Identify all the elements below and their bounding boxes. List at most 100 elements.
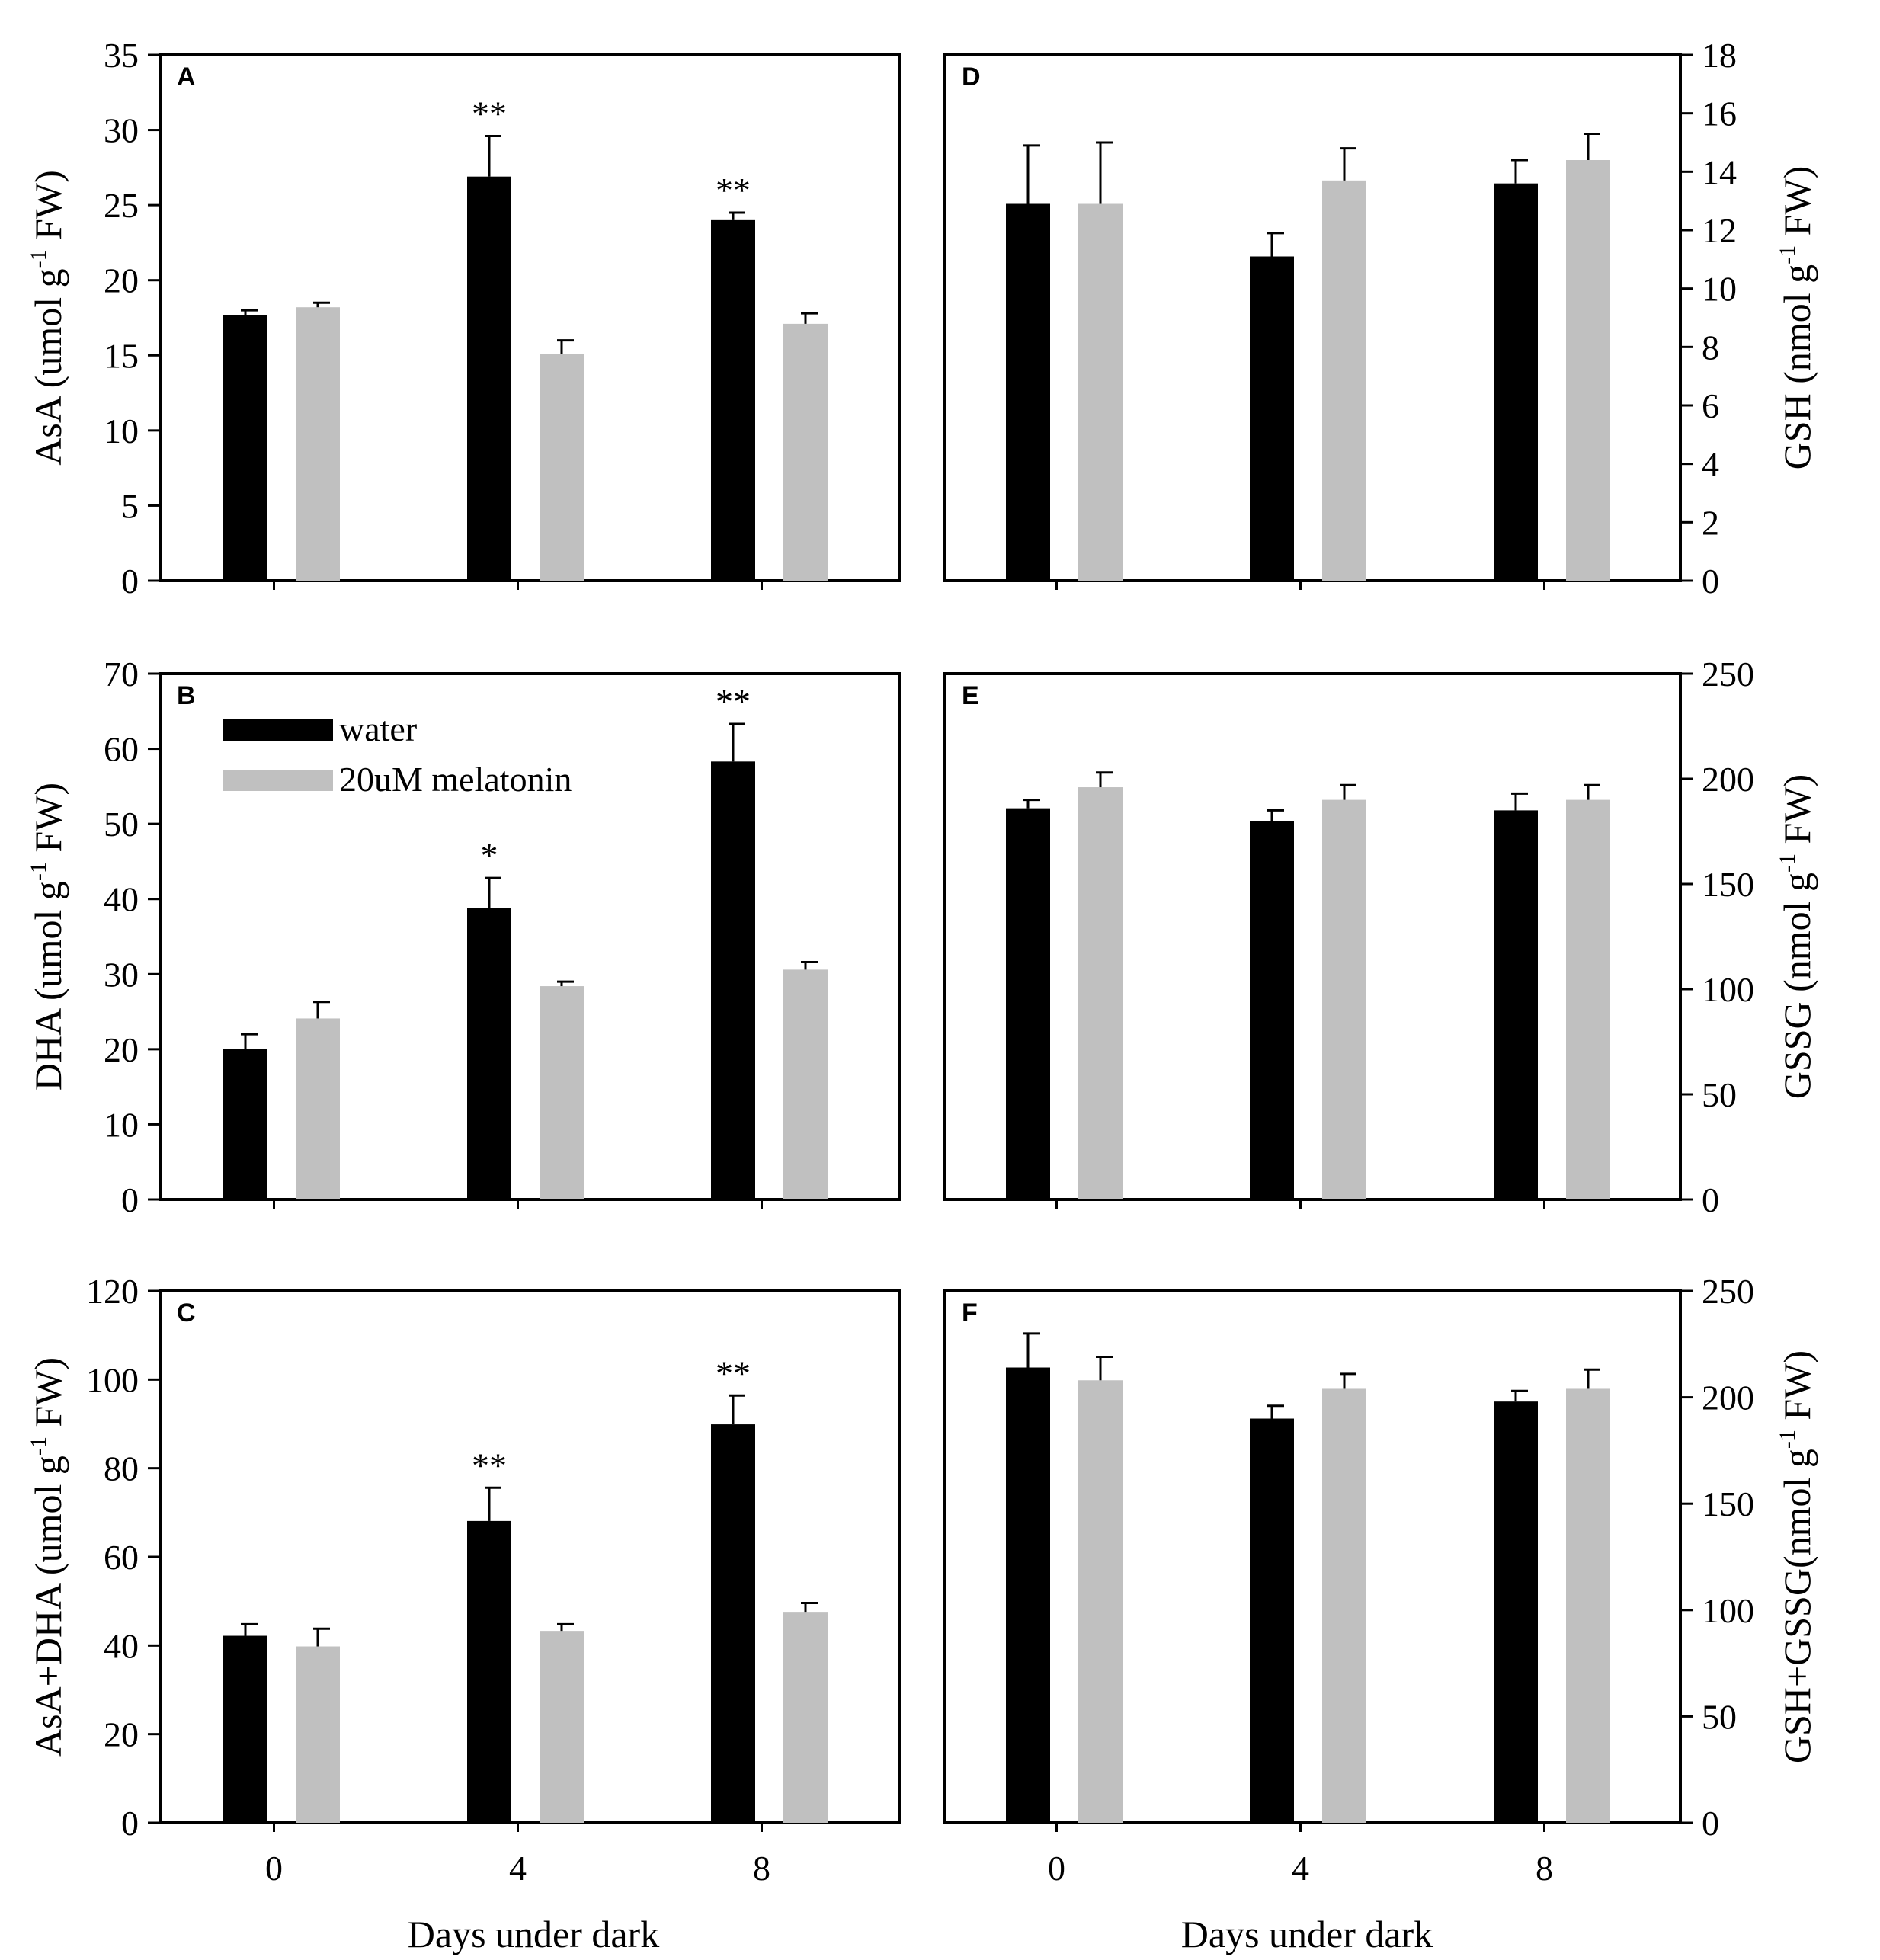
y-tick-label: 20 xyxy=(104,261,139,300)
plot-frame xyxy=(943,1289,1682,1824)
y-tick-label: 50 xyxy=(1702,1697,1737,1736)
bar-melatonin xyxy=(296,307,340,581)
x-axis-title-right: Days under dark xyxy=(1181,1913,1433,1955)
x-axis-title-left: Days under dark xyxy=(408,1913,659,1955)
panel-f: 0 50 100 150 200 250 0 4 8 F GSH+GSSG(nmol g-1 FW) xyxy=(943,1272,1818,1888)
bar-water xyxy=(1250,821,1294,1199)
bar-melatonin xyxy=(296,1646,340,1823)
y-axis-title: AsA+DHA (umol g-1 FW) xyxy=(26,1357,69,1757)
y-tick-label: 250 xyxy=(1702,655,1754,693)
y-tick-label: 250 xyxy=(1702,1272,1754,1311)
y-axis-title-sup: -1 xyxy=(26,862,51,881)
y-axis-title: AsA (umol g-1 FW) xyxy=(26,170,69,466)
y-axis-title-tail: FW) xyxy=(27,783,69,862)
y-tick-label: 25 xyxy=(104,186,139,225)
bar-water xyxy=(1494,183,1538,581)
panel-letter: F xyxy=(962,1299,978,1327)
legend-label-water: water xyxy=(339,709,417,748)
bar-melatonin xyxy=(1566,799,1610,1199)
y-tick-label: 40 xyxy=(104,1626,139,1665)
y-tick-label: 120 xyxy=(86,1272,139,1311)
bar-water xyxy=(1006,203,1050,581)
plot-frame xyxy=(943,672,1682,1201)
y-axis-title-tail: FW) xyxy=(1776,166,1818,245)
y-tick-label: 100 xyxy=(86,1360,139,1399)
bar-water xyxy=(223,1049,267,1199)
bar-melatonin xyxy=(540,354,584,581)
y-tick-label: 20 xyxy=(104,1030,139,1069)
y-tick-label: 80 xyxy=(104,1449,139,1488)
bar-water xyxy=(1006,808,1050,1199)
y-axis-title-tail: FW) xyxy=(1776,774,1818,853)
bar-melatonin xyxy=(783,323,828,581)
legend-swatch-melatonin xyxy=(223,770,333,791)
y-tick-label: 60 xyxy=(104,1538,139,1577)
bar-water xyxy=(1250,256,1294,581)
panel-letter: E xyxy=(962,681,979,710)
y-tick-label: 16 xyxy=(1702,94,1737,133)
x-tick-label: 8 xyxy=(1536,1849,1553,1888)
y-axis-title-main: AsA (umol g xyxy=(27,268,69,465)
bar-water xyxy=(467,176,511,581)
plot-frame xyxy=(159,53,901,582)
y-tick-label: 100 xyxy=(1702,1591,1754,1630)
y-tick-label: 18 xyxy=(1702,36,1737,75)
bar-melatonin xyxy=(783,969,828,1199)
bar-melatonin xyxy=(1322,799,1366,1199)
y-tick-label: 0 xyxy=(121,1804,139,1843)
y-tick-label: 20 xyxy=(104,1715,139,1754)
y-axis-title-sup: -1 xyxy=(1775,245,1800,264)
significance-mark: * xyxy=(481,836,498,875)
panel-letter: C xyxy=(177,1299,196,1327)
y-axis-title-main: GSH+GSSG(nmol g xyxy=(1776,1449,1818,1763)
y-tick-label: 6 xyxy=(1702,386,1719,425)
y-axis-title-main: AsA+DHA (umol g xyxy=(27,1456,69,1757)
bar-melatonin xyxy=(1078,203,1123,581)
plot-frame xyxy=(943,53,1682,582)
bar-water xyxy=(467,1520,511,1823)
significance-mark: ** xyxy=(472,1446,507,1484)
bar-melatonin xyxy=(1566,160,1610,581)
y-axis-title-sup: -1 xyxy=(26,249,51,268)
y-tick-label: 5 xyxy=(121,486,139,525)
bar-water xyxy=(467,908,511,1199)
bar-water xyxy=(1006,1367,1050,1823)
y-tick-label: 0 xyxy=(121,562,139,600)
panel-letter: A xyxy=(177,62,196,91)
y-tick-label: 150 xyxy=(1702,865,1754,904)
y-tick-label: 10 xyxy=(1702,270,1737,309)
y-tick-label: 50 xyxy=(1702,1075,1737,1114)
y-tick-label: 150 xyxy=(1702,1484,1754,1523)
y-tick-label: 12 xyxy=(1702,211,1737,250)
y-axis-title-main: GSH (nmol g xyxy=(1776,264,1818,469)
y-tick-label: 0 xyxy=(1702,1180,1719,1219)
y-tick-label: 40 xyxy=(104,880,139,919)
significance-mark: ** xyxy=(716,682,751,721)
y-axis-title: GSH+GSSG(nmol g-1 FW) xyxy=(1775,1350,1818,1763)
significance-mark: ** xyxy=(716,171,751,210)
y-tick-label: 30 xyxy=(104,955,139,994)
panel-letter: B xyxy=(177,681,196,710)
bar-melatonin xyxy=(1322,1388,1366,1823)
panel-e: 0 50 100 150 200 250 E GSSG (nmol g-1 FW) xyxy=(943,655,1818,1219)
y-axis-title-sup: -1 xyxy=(1775,853,1800,873)
y-tick-label: 60 xyxy=(104,730,139,769)
y-axis-title-main: DHA (umol g xyxy=(27,881,69,1090)
y-axis-title: GSSG (nmol g-1 FW) xyxy=(1775,774,1818,1099)
y-tick-label: 0 xyxy=(1702,562,1719,600)
y-tick-label: 10 xyxy=(104,1105,139,1144)
y-tick-label: 200 xyxy=(1702,1379,1754,1417)
y-tick-label: 8 xyxy=(1702,328,1719,367)
bar-water xyxy=(711,1424,755,1823)
bar-melatonin xyxy=(540,986,584,1199)
y-axis-title-tail: FW) xyxy=(27,1357,69,1436)
panel-c: 0 20 40 60 80 100 120 0 4 8 C ** ** AsA+DHA (umol g-1… xyxy=(26,1272,901,1888)
y-axis-title-tail: FW) xyxy=(27,170,69,249)
bar-melatonin xyxy=(540,1631,584,1823)
legend-swatch-water xyxy=(223,719,333,741)
x-tick-label: 0 xyxy=(1048,1849,1065,1888)
legend-label-melatonin: 20uM melatonin xyxy=(339,760,572,799)
y-tick-label: 14 xyxy=(1702,152,1737,191)
panel-a: 0 5 10 15 20 25 30 35 A ** ** AsA (umol g-1 FW) xyxy=(26,36,901,600)
